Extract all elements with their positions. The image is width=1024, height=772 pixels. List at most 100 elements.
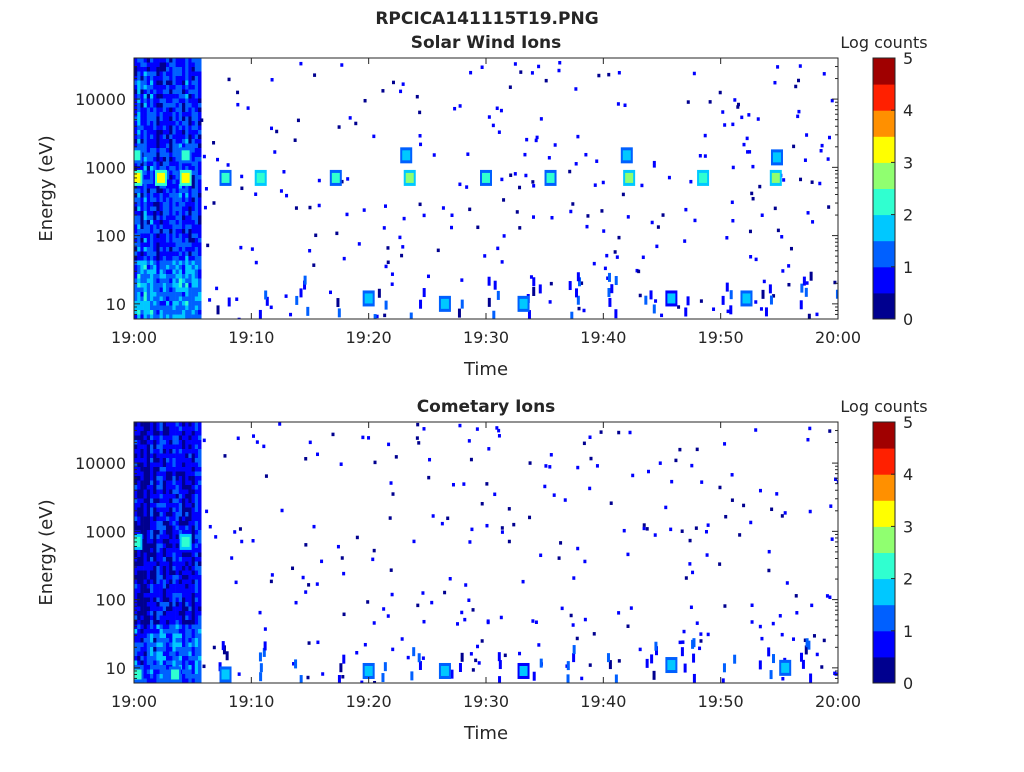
heatmap-cell <box>194 624 199 630</box>
heatmap-cell <box>194 193 199 198</box>
heatmap-cell <box>169 449 173 454</box>
heatmap-cell <box>337 125 341 129</box>
heatmap-cell <box>776 228 780 233</box>
heatmap-cell <box>645 658 649 668</box>
colorbar-tick-label: 2 <box>903 206 913 225</box>
heatmap-cell <box>845 671 848 680</box>
heatmap-cell <box>146 251 151 257</box>
heatmap-cell <box>150 440 154 445</box>
heatmap-cell <box>146 139 151 144</box>
heatmap-cell <box>185 62 189 68</box>
heatmap-cell <box>140 121 144 126</box>
heatmap-cell <box>166 179 170 185</box>
heatmap-cell <box>188 489 192 495</box>
heatmap-cell <box>134 193 138 198</box>
heatmap-cell <box>700 480 704 484</box>
heatmap-cell <box>301 575 305 580</box>
heatmap-cell <box>191 426 196 432</box>
heatmap-cell <box>159 94 164 99</box>
heatmap-cell <box>825 594 829 598</box>
heatmap-cell <box>188 229 192 234</box>
heatmap-cell <box>537 643 541 647</box>
heatmap-cell <box>146 498 151 504</box>
heatmap-cell <box>194 431 199 436</box>
heatmap-cell <box>191 489 196 495</box>
heatmap-cell <box>159 265 164 270</box>
heatmap-cell <box>156 296 160 302</box>
heatmap-cell <box>614 674 618 683</box>
heatmap-cell <box>146 606 151 612</box>
heatmap-cell <box>182 202 186 207</box>
heatmap-cell <box>182 458 186 463</box>
heatmap-cell <box>600 209 604 213</box>
heatmap-cell <box>198 287 202 293</box>
heatmap-cell <box>178 633 183 639</box>
heatmap-cell <box>153 444 157 450</box>
heatmap-cell <box>140 489 144 495</box>
heatmap-cell <box>156 611 160 616</box>
heatmap-cell <box>729 305 733 315</box>
heatmap-cell <box>143 256 148 261</box>
heatmap-cell <box>166 229 170 234</box>
heatmap-cell <box>178 314 183 319</box>
heatmap-cell <box>469 70 473 75</box>
heatmap-cell <box>178 224 183 230</box>
heatmap-cell <box>486 620 490 625</box>
heatmap-cell <box>194 269 199 275</box>
heatmap-cell <box>137 593 141 598</box>
heatmap-cell <box>578 277 582 287</box>
heatmap-cell <box>162 184 167 189</box>
heatmap-cell <box>153 512 157 517</box>
heatmap-cell <box>593 183 597 187</box>
heatmap-cell <box>191 229 196 234</box>
heatmap-cell <box>159 498 164 504</box>
heatmap-cell <box>191 98 196 104</box>
heatmap-cell <box>191 521 196 526</box>
colorbar-segment <box>873 448 895 453</box>
heatmap-cell <box>191 310 196 315</box>
heatmap-cell <box>169 422 173 427</box>
heatmap-cell <box>162 440 167 445</box>
heatmap-cell <box>191 103 196 108</box>
heatmap-cell <box>198 498 202 504</box>
colorbar-segment <box>873 201 895 207</box>
heatmap-cell <box>182 674 186 679</box>
heatmap-cell <box>143 431 148 436</box>
heatmap-cell <box>182 224 186 230</box>
heatmap-cell <box>652 670 656 680</box>
heatmap-cell <box>182 134 186 140</box>
heatmap-cell <box>188 561 192 567</box>
heatmap-cell <box>792 144 796 149</box>
heatmap-cell <box>153 516 157 522</box>
heatmap-cell <box>175 656 180 661</box>
heatmap-cell <box>500 260 504 264</box>
heatmap-cell <box>805 281 809 285</box>
heatmap-cell <box>497 130 501 134</box>
feature-cell <box>440 298 449 309</box>
heatmap-cell <box>706 632 710 637</box>
heatmap-cell <box>162 548 167 553</box>
heatmap-cell <box>166 247 170 252</box>
heatmap-cell <box>240 174 244 179</box>
heatmap-cell <box>815 312 819 317</box>
heatmap-cell <box>652 164 656 168</box>
heatmap-cell <box>185 85 189 90</box>
heatmap-cell <box>166 593 170 598</box>
heatmap-cell <box>258 610 262 615</box>
heatmap-cell <box>172 143 176 149</box>
heatmap-cell <box>178 471 183 477</box>
heatmap-cell <box>528 515 532 520</box>
heatmap-cell <box>194 489 199 495</box>
colorbar-segment <box>873 223 895 229</box>
heatmap-cell <box>191 107 196 113</box>
heatmap-cell <box>159 229 164 234</box>
heatmap-cell <box>150 615 154 621</box>
heatmap-cell <box>829 504 833 508</box>
heatmap-cell <box>198 453 202 459</box>
heatmap-cell <box>703 133 707 138</box>
heatmap-cell <box>191 620 196 625</box>
heatmap-cell <box>159 193 164 198</box>
heatmap-cell <box>159 143 164 149</box>
heatmap-cell <box>178 107 183 113</box>
heatmap-cell <box>307 641 311 645</box>
